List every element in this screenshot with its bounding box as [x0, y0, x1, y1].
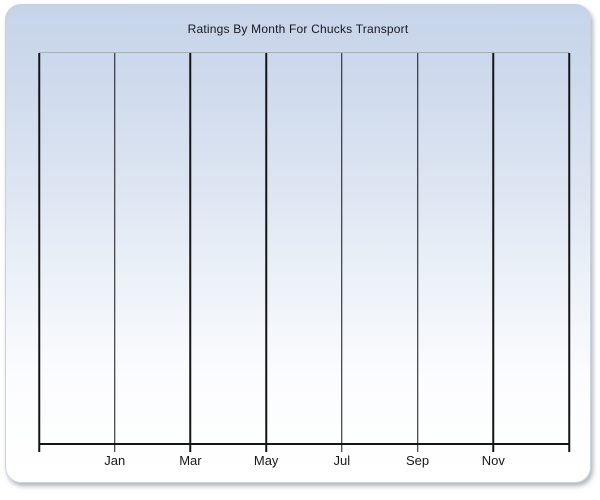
x-axis-tick-label: Nov — [481, 453, 505, 468]
chart-panel: Ratings By Month For Chucks Transport Ja… — [5, 4, 591, 483]
x-axis-tick — [416, 443, 419, 452]
x-gridline — [568, 53, 570, 443]
x-gridline — [265, 53, 267, 443]
x-axis-tick — [341, 443, 343, 452]
x-gridline — [113, 53, 116, 443]
x-axis-line — [39, 443, 569, 445]
x-axis-tick — [38, 443, 40, 452]
x-axis-tick — [265, 443, 267, 452]
x-axis-tick — [189, 443, 192, 452]
x-axis-tick-label: Sep — [405, 453, 430, 468]
plot-area: Jan Mar May Jul Sep Nov — [38, 52, 570, 467]
x-gridline — [341, 53, 343, 443]
chart-title: Ratings By Month For Chucks Transport — [187, 22, 409, 36]
x-axis-tick-label: Jul — [333, 453, 351, 468]
x-gridline — [416, 53, 419, 443]
x-gridline — [189, 53, 192, 443]
x-axis-tick-label: Jan — [104, 453, 126, 468]
x-gridline — [492, 53, 495, 443]
x-axis-tick — [492, 443, 495, 452]
x-axis-tick — [113, 443, 116, 452]
x-gridline — [38, 53, 40, 443]
x-axis-tick-label: Mar — [179, 453, 202, 468]
x-axis-tick — [568, 443, 570, 452]
x-axis-tick-label: May — [253, 453, 279, 468]
